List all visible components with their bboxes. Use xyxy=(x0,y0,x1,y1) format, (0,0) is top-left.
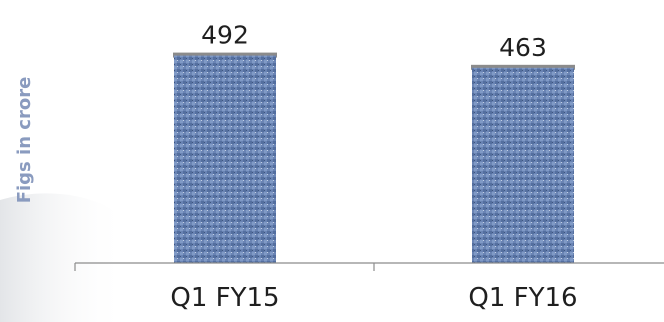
x-tick-label: Q1 FY15 xyxy=(170,283,279,313)
bar-q1-fy16 xyxy=(472,67,574,264)
x-tick-labels-layer: Q1 FY15 Q1 FY16 xyxy=(170,283,577,313)
data-label: 463 xyxy=(499,33,547,62)
bars-layer xyxy=(173,52,575,264)
x-tick-label: Q1 FY16 xyxy=(468,283,577,313)
data-label: 492 xyxy=(201,21,249,50)
bar-top-shadow xyxy=(471,64,575,70)
y-axis-label: Figs in crore xyxy=(14,77,35,204)
bar-q1-fy15 xyxy=(174,55,276,264)
bar-top-shadow xyxy=(173,52,277,58)
background-shape xyxy=(0,193,128,322)
data-labels-layer: 492 463 xyxy=(201,21,547,62)
